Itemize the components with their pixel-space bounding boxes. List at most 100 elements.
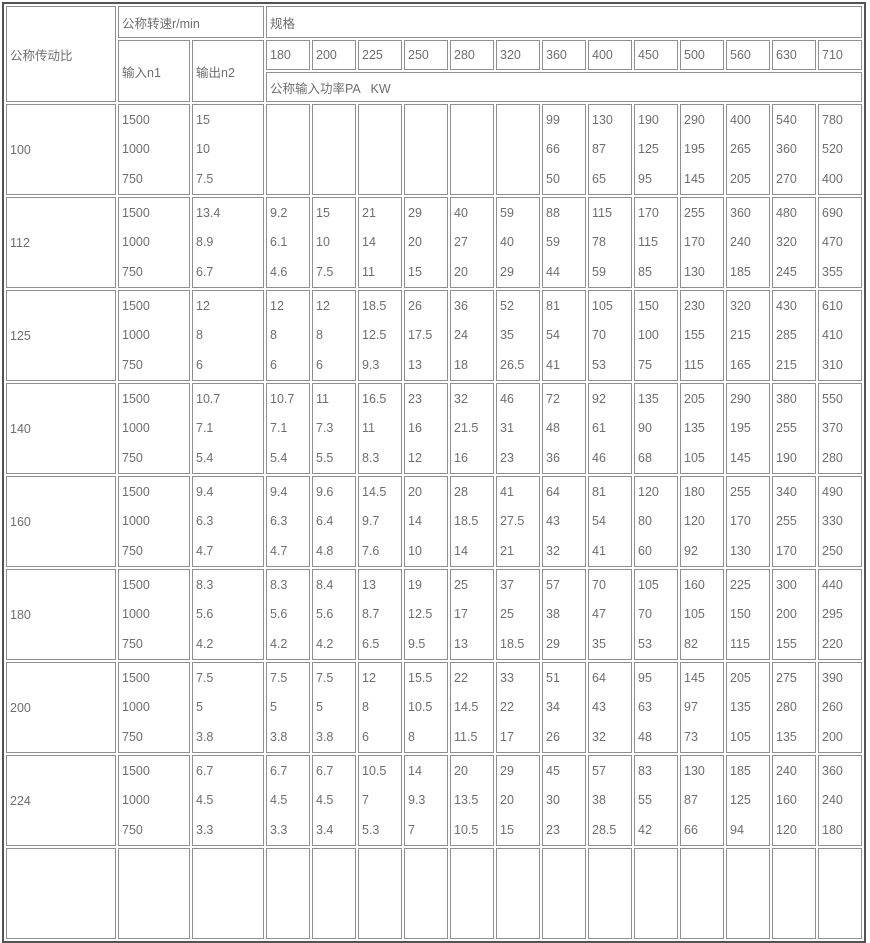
- cell-line: 32: [592, 729, 606, 744]
- cell-line: 18.5: [362, 298, 387, 313]
- cell-line: 45: [546, 763, 560, 778]
- cell-line: 5.6: [196, 607, 214, 622]
- power-cell: 37 25 18.5: [496, 569, 540, 660]
- cell-line: 5.4: [270, 450, 288, 465]
- cell-line: 295: [822, 607, 843, 622]
- cell-line: 7.1: [270, 421, 288, 436]
- input-rpm-cell: 1500 1000 750: [118, 569, 190, 660]
- cell-line: 23: [546, 822, 560, 837]
- power-cell: 440 295 220: [818, 569, 863, 660]
- cell-line: 9.3: [362, 357, 380, 372]
- cell-line: 4.7: [270, 543, 288, 558]
- cell-line: 54: [546, 328, 560, 343]
- cell-line: 65: [592, 171, 606, 186]
- cell-line: 60: [638, 543, 652, 558]
- cell-line: 750: [122, 357, 143, 372]
- cell-line: 7.3: [316, 421, 334, 436]
- cell-line: 115: [592, 205, 612, 220]
- cell-line: 12.5: [408, 607, 433, 622]
- power-cell: 33 22 17: [496, 662, 540, 753]
- cell-line: 53: [592, 357, 606, 372]
- power-cell: 255 170 130: [726, 476, 770, 567]
- cell-line: 150: [730, 607, 751, 622]
- cell-line: 64: [592, 670, 606, 685]
- cell-line: 30: [546, 793, 560, 808]
- power-cell: [358, 848, 402, 939]
- cell-line: 3.3: [196, 822, 214, 837]
- cell-line: 1000: [122, 235, 150, 250]
- cell-line: 130: [592, 112, 613, 127]
- cell-line: 43: [592, 700, 606, 715]
- power-cell: 70 47 35: [588, 569, 632, 660]
- power-cell: 52 35 26.5: [496, 290, 540, 381]
- cell-line: 75: [638, 357, 652, 372]
- spec-group-header: 规格: [266, 6, 863, 38]
- cell-line: 27: [454, 235, 468, 250]
- power-cell: 13 8.7 6.5: [358, 569, 402, 660]
- power-cell: 51 34 26: [542, 662, 586, 753]
- output-rpm-cell: 13.4 8.9 6.7: [192, 197, 264, 288]
- cell-line: 7.5: [316, 670, 334, 685]
- cell-line: [267, 135, 309, 165]
- cell-line: 51: [546, 670, 560, 685]
- cell-line: 4.2: [316, 636, 334, 651]
- cell-line: 1500: [122, 763, 150, 778]
- cell-line: 265: [730, 142, 751, 157]
- power-cell: 57 38 29: [542, 569, 586, 660]
- spec-col-header: 200: [312, 40, 356, 70]
- cell-line: 610: [822, 298, 843, 313]
- power-cell: 7.5 5 3.8: [312, 662, 356, 753]
- power-cell: 32 21.5 16: [450, 383, 494, 474]
- power-cell: 26 17.5 13: [404, 290, 448, 381]
- power-cell: 9.2 6.1 4.6: [266, 197, 310, 288]
- power-cell: [192, 848, 264, 939]
- cell-line: 260: [822, 700, 843, 715]
- cell-line: 750: [122, 822, 143, 837]
- cell-line: 24: [454, 328, 468, 343]
- cell-line: 6: [270, 357, 277, 372]
- cell-line: [359, 105, 401, 135]
- table-body: 100 1500 1000 750 15 10 7.5 99 66 50 130 87 65 190 125…: [6, 104, 863, 939]
- cell-line: 135: [638, 391, 659, 406]
- cell-line: 16.5: [362, 391, 387, 406]
- power-cell: 8.3 5.6 4.2: [266, 569, 310, 660]
- power-cell: 540 360 270: [772, 104, 816, 195]
- cell-line: 28: [454, 484, 468, 499]
- cell-line: 23: [408, 391, 422, 406]
- power-cell: 480 320 245: [772, 197, 816, 288]
- cell-line: 63: [638, 700, 652, 715]
- cell-line: 190: [638, 112, 659, 127]
- cell-line: 41: [546, 357, 560, 372]
- cell-line: [451, 164, 493, 194]
- cell-line: 9.4: [196, 484, 214, 499]
- cell-line: 145: [684, 171, 705, 186]
- cell-line: 1500: [122, 484, 150, 499]
- cell-line: 13.4: [196, 205, 221, 220]
- cell-line: 3.8: [196, 729, 214, 744]
- cell-line: 105: [684, 450, 705, 465]
- power-cell: [450, 848, 494, 939]
- cell-line: 16: [454, 450, 468, 465]
- cell-line: 8.3: [270, 577, 288, 592]
- power-cell: [496, 848, 540, 939]
- cell-line: 1000: [122, 607, 150, 622]
- power-cell: [818, 848, 863, 939]
- ratio-row: 100 1500 1000 750 15 10 7.5 99 66 50 130 87 65 190 125…: [6, 104, 863, 195]
- cell-line: 360: [730, 205, 751, 220]
- cell-line: 6.1: [270, 235, 288, 250]
- cell-line: 87: [684, 793, 698, 808]
- cell-line: 185: [730, 264, 751, 279]
- power-cell: 12 8 6: [266, 290, 310, 381]
- output-rpm-cell: 15 10 7.5: [192, 104, 264, 195]
- cell-line: 20: [500, 793, 514, 808]
- cell-line: 8.3: [362, 450, 380, 465]
- cell-line: 750: [122, 264, 143, 279]
- cell-line: 41: [592, 543, 606, 558]
- cell-line: 245: [776, 264, 797, 279]
- power-cell: 29 20 15: [404, 197, 448, 288]
- power-cell: 36 24 18: [450, 290, 494, 381]
- cell-line: 105: [684, 607, 705, 622]
- power-cell: 81 54 41: [588, 476, 632, 567]
- power-cell: 10.7 7.1 5.4: [266, 383, 310, 474]
- power-cell: 40 27 20: [450, 197, 494, 288]
